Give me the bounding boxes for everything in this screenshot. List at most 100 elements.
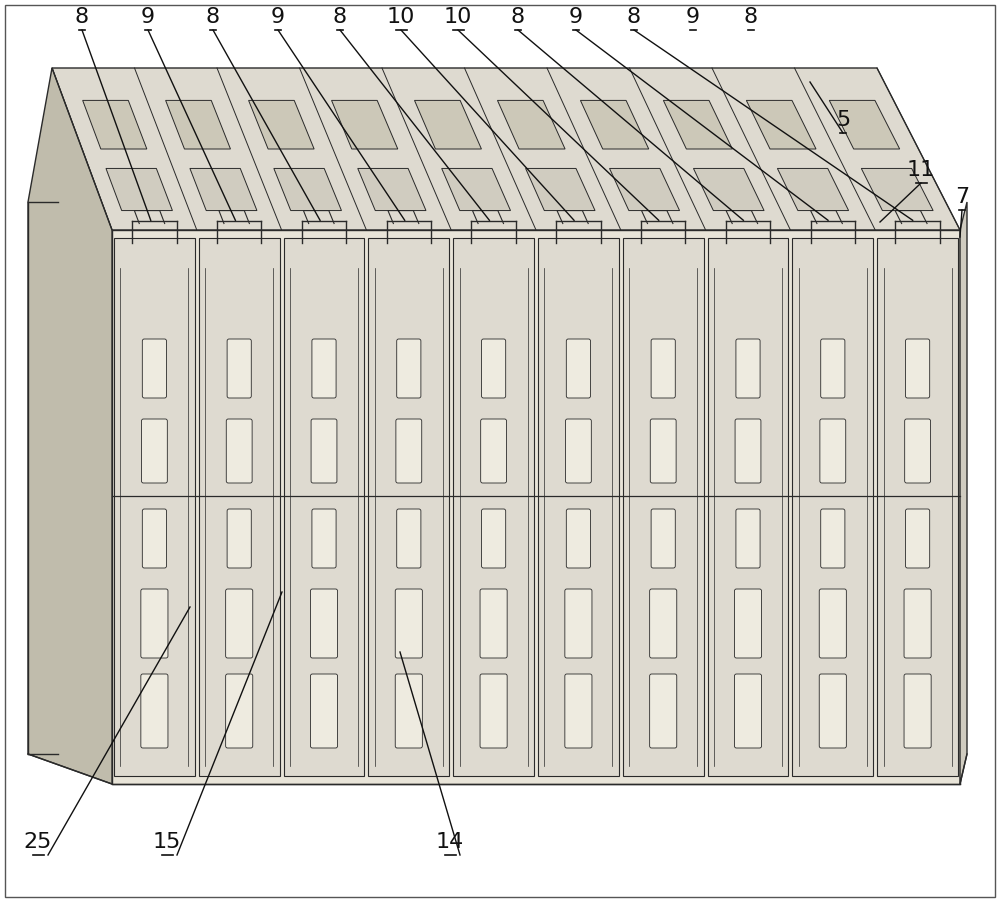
Text: 25: 25 (24, 832, 52, 852)
Text: 15: 15 (153, 832, 181, 852)
FancyBboxPatch shape (906, 509, 930, 568)
Polygon shape (777, 169, 849, 210)
Polygon shape (610, 169, 680, 210)
FancyBboxPatch shape (312, 339, 336, 398)
FancyBboxPatch shape (650, 674, 677, 748)
FancyBboxPatch shape (226, 419, 252, 483)
Text: 11: 11 (907, 160, 935, 180)
FancyBboxPatch shape (395, 674, 422, 748)
FancyBboxPatch shape (905, 419, 931, 483)
FancyBboxPatch shape (736, 509, 760, 568)
FancyBboxPatch shape (650, 589, 677, 658)
Polygon shape (693, 169, 764, 210)
Bar (877, 238, 958, 776)
Polygon shape (358, 169, 426, 210)
Text: 9: 9 (686, 7, 700, 27)
FancyBboxPatch shape (651, 509, 675, 568)
Bar (368, 238, 449, 776)
FancyBboxPatch shape (480, 674, 507, 748)
Text: 10: 10 (387, 7, 415, 27)
FancyBboxPatch shape (904, 674, 931, 748)
Polygon shape (580, 100, 649, 149)
Polygon shape (106, 169, 172, 210)
FancyBboxPatch shape (227, 339, 251, 398)
Text: 9: 9 (569, 7, 583, 27)
FancyBboxPatch shape (141, 589, 168, 658)
FancyBboxPatch shape (310, 589, 338, 658)
Polygon shape (274, 169, 341, 210)
Text: 7: 7 (955, 187, 969, 207)
FancyBboxPatch shape (565, 674, 592, 748)
Polygon shape (442, 169, 511, 210)
Polygon shape (112, 230, 960, 784)
FancyBboxPatch shape (397, 339, 421, 398)
Bar (792, 238, 873, 776)
Polygon shape (332, 100, 398, 149)
Text: 8: 8 (206, 7, 220, 27)
FancyBboxPatch shape (651, 339, 675, 398)
Text: 8: 8 (333, 7, 347, 27)
FancyBboxPatch shape (736, 339, 760, 398)
Polygon shape (497, 100, 565, 149)
Bar (708, 238, 788, 776)
Bar (453, 238, 534, 776)
Polygon shape (249, 100, 314, 149)
Text: 8: 8 (627, 7, 641, 27)
Polygon shape (960, 202, 967, 784)
FancyBboxPatch shape (141, 419, 167, 483)
FancyBboxPatch shape (904, 589, 931, 658)
FancyBboxPatch shape (311, 419, 337, 483)
Polygon shape (861, 169, 933, 210)
Polygon shape (83, 100, 147, 149)
FancyBboxPatch shape (819, 589, 846, 658)
FancyBboxPatch shape (565, 589, 592, 658)
FancyBboxPatch shape (650, 419, 676, 483)
Bar (284, 238, 364, 776)
FancyBboxPatch shape (480, 589, 507, 658)
FancyBboxPatch shape (482, 339, 506, 398)
Polygon shape (166, 100, 230, 149)
FancyBboxPatch shape (566, 509, 590, 568)
FancyBboxPatch shape (734, 674, 762, 748)
Polygon shape (746, 100, 816, 149)
FancyBboxPatch shape (141, 674, 168, 748)
FancyBboxPatch shape (226, 674, 253, 748)
Polygon shape (663, 100, 732, 149)
FancyBboxPatch shape (819, 674, 846, 748)
FancyBboxPatch shape (734, 589, 762, 658)
FancyBboxPatch shape (227, 509, 251, 568)
Polygon shape (52, 68, 960, 230)
FancyBboxPatch shape (310, 674, 338, 748)
Polygon shape (190, 169, 257, 210)
Polygon shape (526, 169, 595, 210)
Text: 9: 9 (271, 7, 285, 27)
FancyBboxPatch shape (821, 339, 845, 398)
Text: 8: 8 (511, 7, 525, 27)
Text: 9: 9 (141, 7, 155, 27)
Text: 10: 10 (444, 7, 472, 27)
FancyBboxPatch shape (142, 339, 166, 398)
Bar (623, 238, 704, 776)
Polygon shape (415, 100, 481, 149)
Text: 8: 8 (744, 7, 758, 27)
FancyBboxPatch shape (906, 339, 930, 398)
Text: 8: 8 (75, 7, 89, 27)
Text: 14: 14 (436, 832, 464, 852)
FancyBboxPatch shape (735, 419, 761, 483)
Bar (114, 238, 195, 776)
FancyBboxPatch shape (566, 339, 590, 398)
FancyBboxPatch shape (396, 419, 422, 483)
FancyBboxPatch shape (142, 509, 166, 568)
FancyBboxPatch shape (226, 589, 253, 658)
FancyBboxPatch shape (397, 509, 421, 568)
FancyBboxPatch shape (395, 589, 422, 658)
Bar (538, 238, 619, 776)
FancyBboxPatch shape (312, 509, 336, 568)
Polygon shape (28, 68, 112, 784)
Text: 5: 5 (836, 110, 850, 130)
Bar (199, 238, 280, 776)
FancyBboxPatch shape (820, 419, 846, 483)
FancyBboxPatch shape (821, 509, 845, 568)
FancyBboxPatch shape (482, 509, 506, 568)
FancyBboxPatch shape (565, 419, 591, 483)
